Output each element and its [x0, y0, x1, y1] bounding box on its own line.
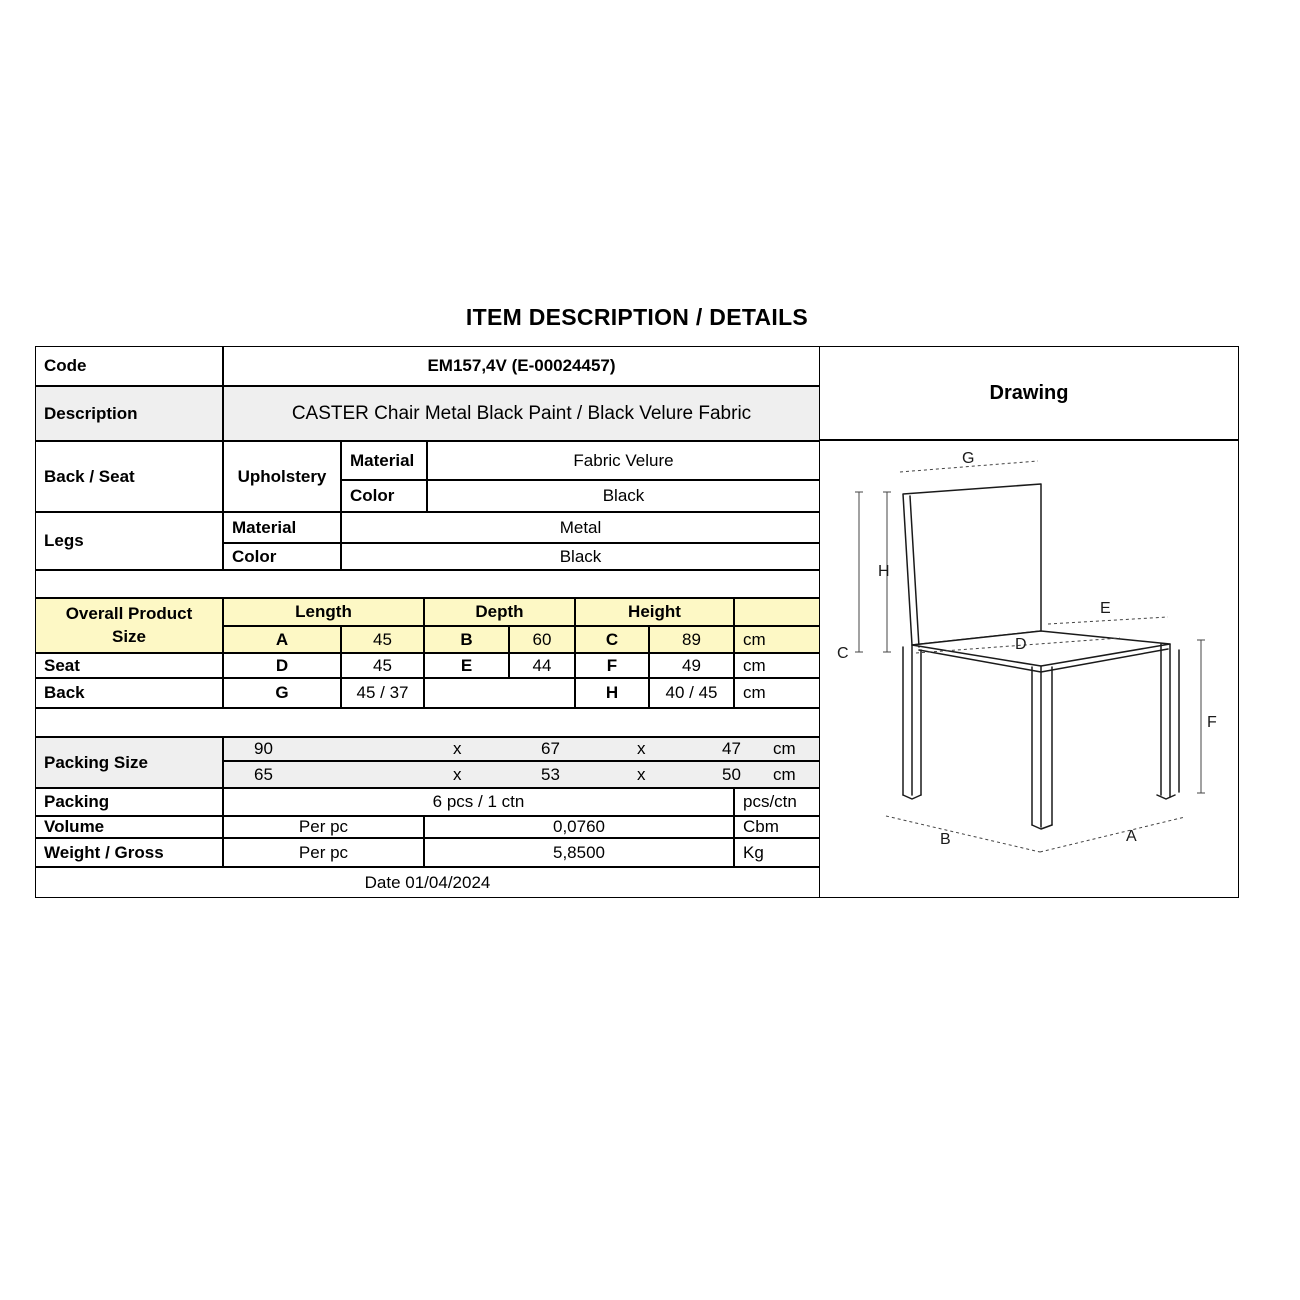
svg-text:C: C	[837, 645, 849, 662]
svg-text:G: G	[962, 450, 974, 467]
svg-text:B: B	[940, 831, 951, 848]
svg-text:F: F	[1207, 714, 1217, 731]
svg-text:D: D	[1015, 636, 1027, 653]
svg-text:E: E	[1100, 600, 1111, 617]
svg-text:A: A	[1126, 828, 1137, 845]
svg-text:H: H	[878, 563, 890, 580]
